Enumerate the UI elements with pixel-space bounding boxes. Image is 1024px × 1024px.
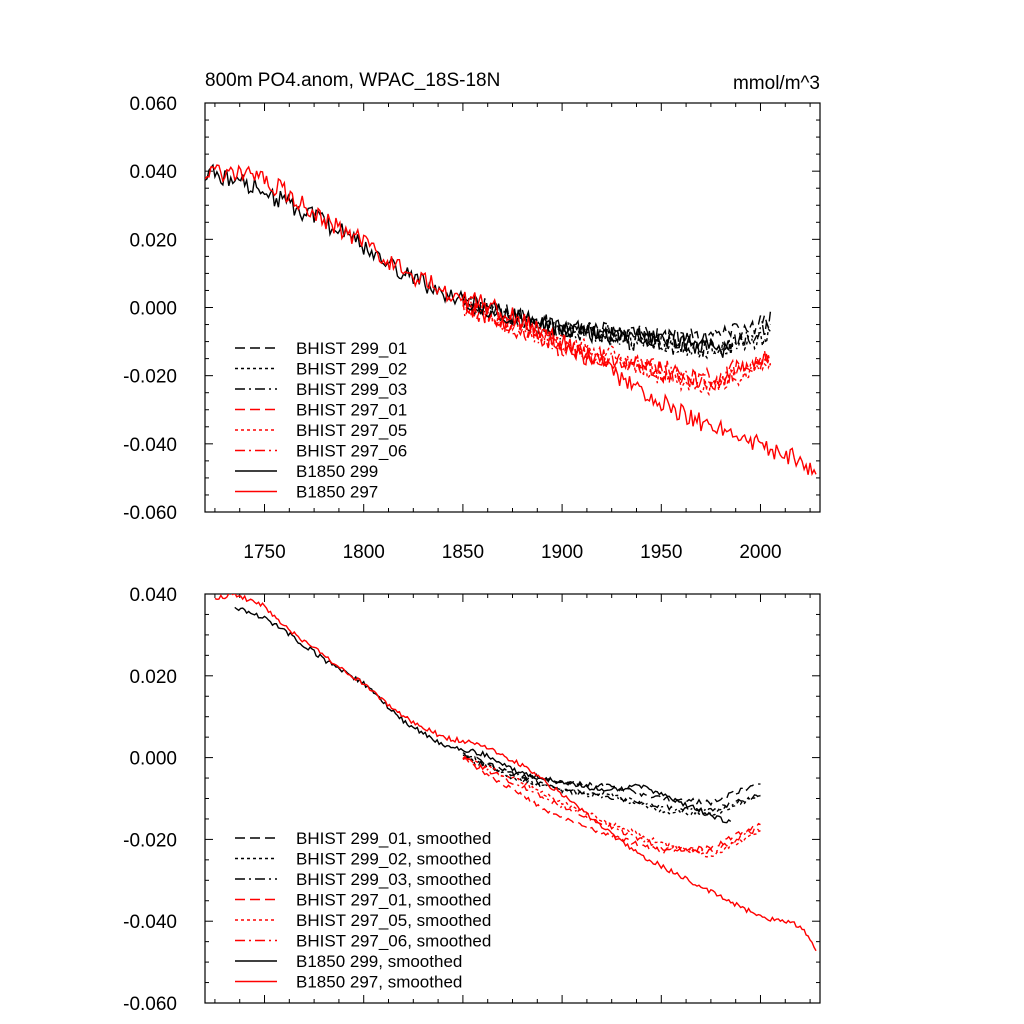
legend-label: BHIST 297_06, smoothed — [296, 932, 491, 951]
y-tick-label: 0.020 — [129, 230, 177, 251]
series-line — [462, 757, 762, 854]
y-tick-label: 0.040 — [129, 585, 177, 606]
series-line — [462, 757, 761, 858]
legend-label: B1850 297 — [296, 483, 378, 502]
y-tick-label: -0.040 — [123, 912, 177, 933]
y-tick-label: -0.020 — [123, 830, 177, 851]
series-line — [462, 756, 762, 814]
x-tick-label: 1850 — [442, 542, 484, 563]
chart-title: 800m PO4.anom, WPAC_18S-18N — [205, 70, 500, 91]
legend-label: BHIST 299_01, smoothed — [296, 829, 491, 848]
top-panel: 1750 1800 1850 1900 1950 2000 -0.060 -0.040 -0.0… — [123, 94, 821, 563]
legend-label: BHIST 299_03 — [296, 380, 407, 399]
chart-units: mmol/m^3 — [733, 73, 820, 94]
y-tick-label: -0.060 — [123, 994, 177, 1015]
series-line — [234, 606, 732, 824]
y-tick-label: 0.040 — [129, 162, 177, 183]
series-line — [462, 299, 772, 391]
series-line — [214, 594, 817, 952]
x-tick-label: 1900 — [541, 542, 583, 563]
x-tick-label: 1750 — [243, 542, 285, 563]
x-tick-label: 1800 — [343, 542, 385, 563]
legend-label: B1850 299, smoothed — [296, 952, 462, 971]
legend-label: BHIST 297_06 — [296, 442, 407, 461]
series-line — [205, 164, 817, 477]
legend-label: BHIST 297_05, smoothed — [296, 911, 491, 930]
legend-label: BHIST 299_02, smoothed — [296, 850, 491, 869]
series-line — [462, 300, 772, 397]
y-tick-label: -0.020 — [123, 367, 177, 388]
legend-label: BHIST 297_01, smoothed — [296, 891, 491, 910]
y-tick-label: 0.020 — [129, 667, 177, 688]
x-tick-label: 1950 — [640, 542, 682, 563]
legend-label: BHIST 297_05 — [296, 421, 407, 440]
legend-label: B1850 299 — [296, 462, 378, 481]
series-line — [462, 295, 771, 361]
y-tick-label: 0.000 — [129, 749, 177, 770]
legend-label: BHIST 299_03, smoothed — [296, 870, 491, 889]
y-tick-label: -0.060 — [123, 503, 177, 524]
x-tick-label: 2000 — [739, 542, 781, 563]
legend-label: BHIST 299_02 — [296, 360, 407, 379]
legend-label: B1850 297, smoothed — [296, 973, 462, 992]
y-tick-label: 0.060 — [129, 94, 177, 115]
legend-label: BHIST 297_01 — [296, 401, 407, 420]
y-tick-label: 0.000 — [129, 299, 177, 320]
series-line — [205, 163, 732, 358]
bottom-panel: -0.060 -0.040 -0.020 0.000 0.020 0.040 BHIST 2… — [123, 585, 821, 1015]
series-line — [462, 754, 761, 807]
series-line — [462, 752, 761, 817]
y-tick-label: -0.040 — [123, 435, 177, 456]
legend-label: BHIST 299_01 — [296, 339, 407, 358]
